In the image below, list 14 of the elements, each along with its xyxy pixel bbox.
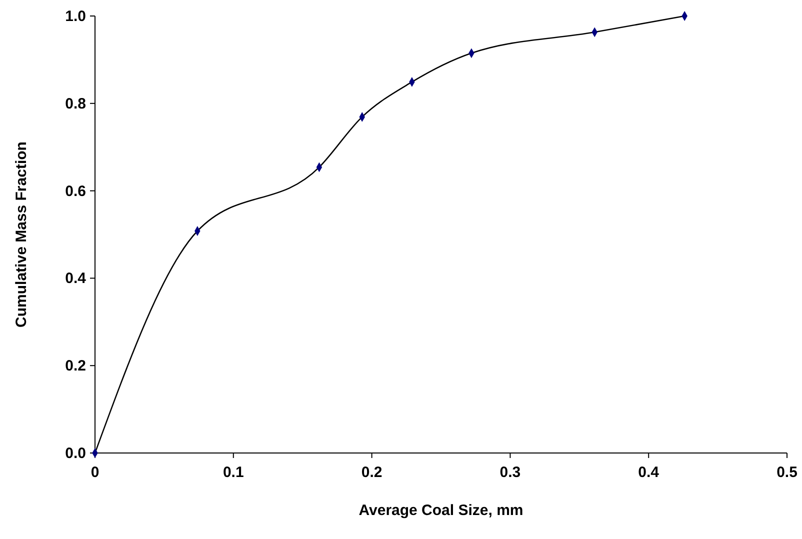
x-tick-label: 0.1	[222, 464, 244, 481]
x-tick-label: 0.3	[500, 464, 521, 481]
y-tick-label: 0.6	[65, 182, 86, 200]
y-tick-label: 0.8	[65, 95, 86, 112]
x-tick-label: 0	[90, 464, 100, 481]
y-axis-title: Cumulative Mass Fraction	[13, 142, 30, 328]
y-tick-label: 0.0	[65, 445, 86, 462]
y-tick-label: 0.2	[65, 358, 86, 375]
x-tick-label: 0.4	[638, 464, 660, 481]
y-tick-label: 0.4	[65, 270, 87, 288]
x-tick-label: 0.2	[361, 464, 382, 481]
x-tick-label: 0.5	[776, 464, 798, 481]
y-tick-label: 1.0	[65, 8, 86, 25]
x-axis-title: Average Coal Size, mm	[358, 502, 524, 519]
